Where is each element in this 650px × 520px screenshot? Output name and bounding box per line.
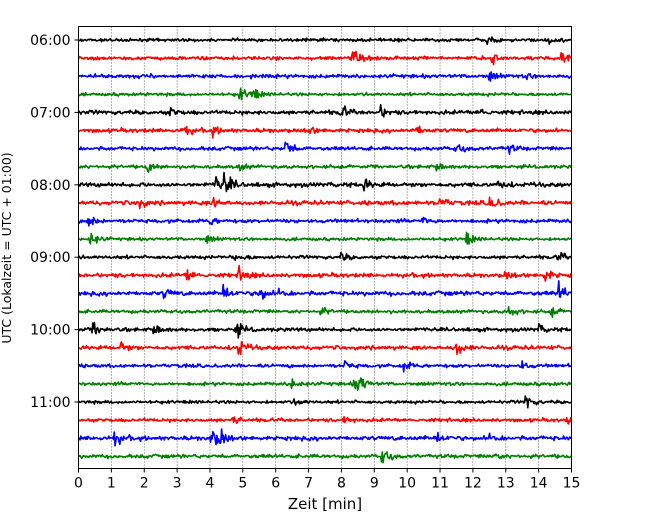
- x-tick-label: 11: [431, 476, 449, 492]
- x-tick-label: 12: [464, 476, 482, 492]
- x-tick-label: 6: [271, 476, 280, 492]
- seismogram-trace: [78, 251, 573, 262]
- seismogram-trace: [77, 125, 572, 139]
- x-tick-label: 2: [140, 476, 149, 492]
- x-tick-label: 9: [370, 476, 379, 492]
- seismogram-trace: [78, 87, 572, 101]
- x-tick-label: 8: [337, 476, 346, 492]
- seismogram-trace: [78, 71, 572, 82]
- x-tick-label: 13: [497, 476, 515, 492]
- y-tick-label: 09:00: [30, 250, 70, 266]
- x-tick-label: 1: [107, 476, 116, 492]
- seismogram-trace: [77, 216, 573, 227]
- seismogram-trace: [78, 231, 572, 245]
- seismogram-trace: [78, 36, 573, 46]
- plot-frame: [78, 26, 572, 469]
- seismogram-trace: [78, 280, 572, 300]
- seismogram-trace: [78, 395, 573, 409]
- seismogram-trace: [78, 196, 573, 210]
- x-tick-label: 7: [304, 476, 313, 492]
- x-tick-label: 10: [398, 476, 416, 492]
- seismogram-trace: [77, 171, 572, 193]
- seismogram-trace: [77, 103, 573, 118]
- seismogram-trace: [77, 360, 572, 373]
- y-axis-label: UTC (Lokalzeit = UTC + 01:00): [0, 152, 14, 343]
- seismogram-trace: [77, 305, 573, 319]
- x-tick-label: 4: [206, 476, 215, 492]
- seismogram-trace: [77, 50, 573, 66]
- y-tick-label: 06:00: [30, 33, 70, 49]
- seismogram-traces: [77, 36, 573, 464]
- x-tick-label: 3: [173, 476, 182, 492]
- x-tick-label: 5: [238, 476, 247, 492]
- seismogram-trace: [77, 264, 573, 282]
- y-tick-label: 10:00: [30, 323, 70, 339]
- x-axis: 0 1 2 3 4 5 6 7 8 9 10 11 12 13 14 15: [74, 468, 581, 492]
- seismogram-trace: [77, 321, 573, 339]
- seismogram-trace: [77, 428, 572, 447]
- y-tick-label: 07:00: [30, 105, 70, 121]
- seismogram-trace: [77, 451, 573, 464]
- y-tick-label: 08:00: [30, 178, 70, 194]
- seismogram-trace: [78, 163, 573, 173]
- x-tick-label: 14: [530, 476, 548, 492]
- x-tick-label: 15: [563, 476, 581, 492]
- x-tick-label: 0: [74, 476, 83, 492]
- y-tick-label: 11:00: [30, 395, 70, 411]
- seismogram-trace: [78, 340, 573, 356]
- seismogram-trace: [77, 141, 573, 156]
- y-axis: 06:00 07:00 08:00 09:00 10:00 11:00: [30, 33, 79, 411]
- x-axis-label: Zeit [min]: [288, 495, 362, 513]
- seismogram-trace: [78, 377, 572, 391]
- seismogram-trace: [78, 415, 573, 425]
